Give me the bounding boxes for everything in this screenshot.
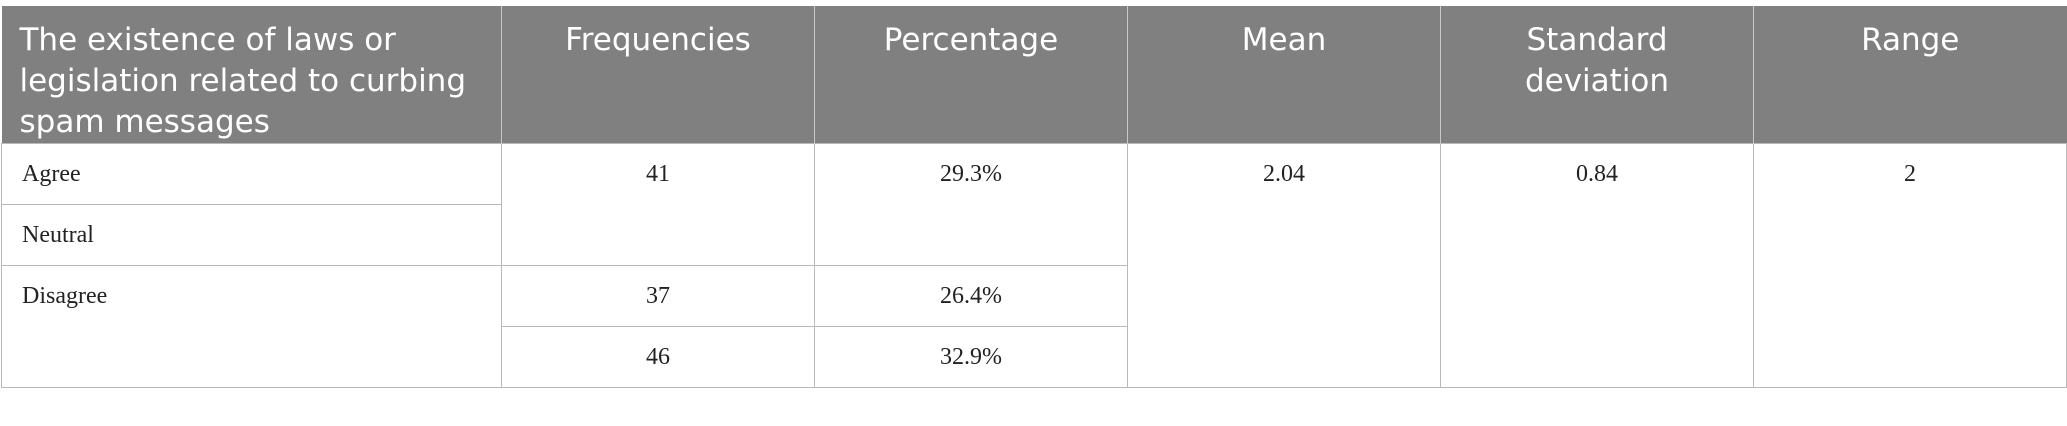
- cell: 2.04: [1127, 143, 1441, 388]
- table-row: Neutral: [1, 204, 2067, 266]
- row-label: Agree: [1, 143, 502, 205]
- header-cell: Standard deviation: [1440, 6, 1754, 144]
- data-table: The existence of laws or legislation rel…: [1, 6, 2067, 388]
- row-label: Neutral: [1, 204, 502, 266]
- header-cell: The existence of laws or legislation rel…: [1, 6, 502, 144]
- table-row: Agree 41 29.3% 2.04 0.84 2: [1, 143, 2067, 388]
- header-cell: Frequencies: [501, 6, 815, 144]
- header-cell: Mean: [1127, 6, 1441, 144]
- cell: 2: [1753, 143, 2067, 388]
- cell: 46: [501, 326, 815, 388]
- cell: 0.84: [1440, 143, 1754, 388]
- header-cell: Percentage: [814, 6, 1128, 144]
- header-row: The existence of laws or legislation rel…: [1, 6, 2067, 144]
- cell: 41: [501, 143, 815, 266]
- cell: 32.9%: [814, 326, 1128, 388]
- table-row: 46 32.9%: [2, 326, 2067, 388]
- cell: 26.4%: [814, 265, 1128, 327]
- cell: 37: [501, 265, 815, 327]
- page: The existence of laws or legislation rel…: [0, 6, 2067, 426]
- row-label: Disagree: [1, 265, 502, 388]
- header-cell: Range: [1753, 6, 2067, 144]
- cell: 29.3%: [814, 143, 1128, 266]
